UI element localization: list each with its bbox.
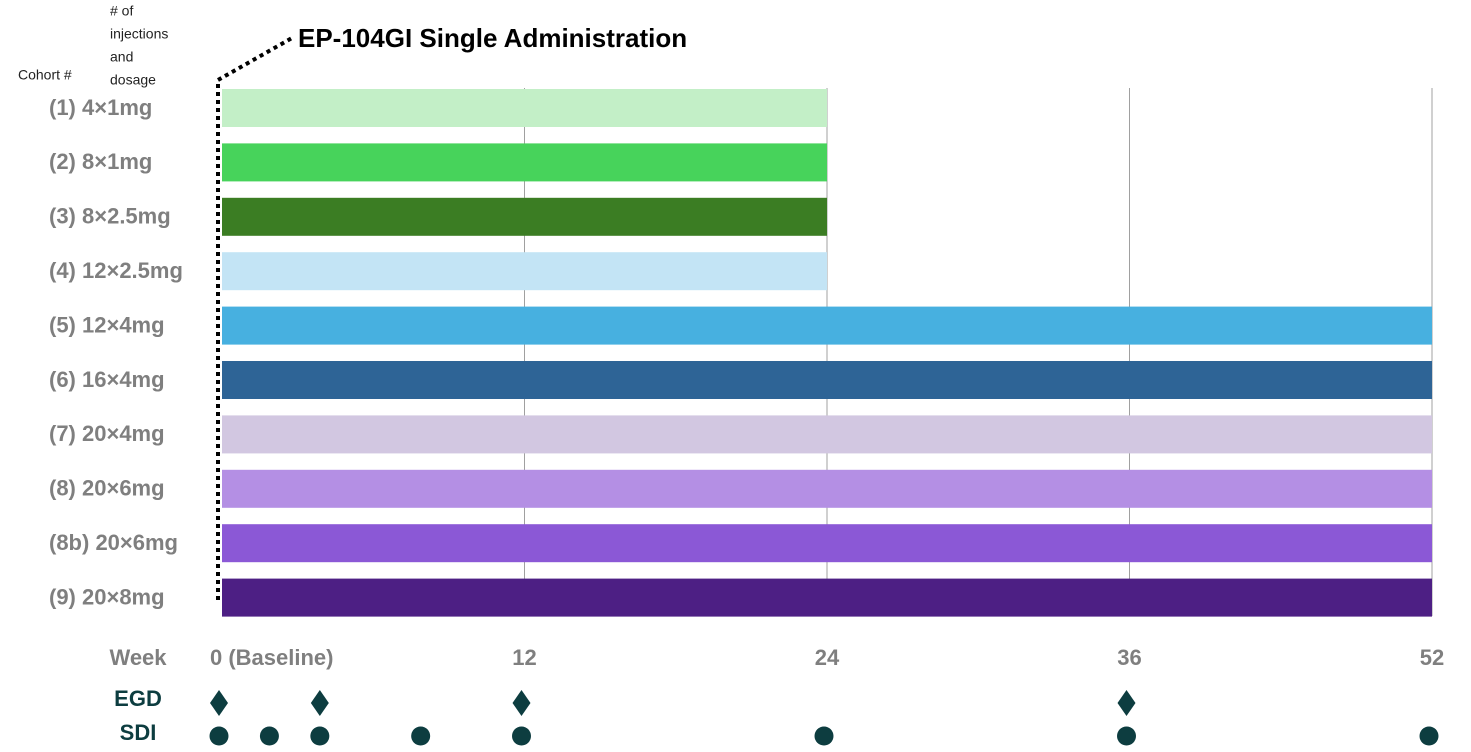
bar (222, 469, 1432, 508)
sdi-marker (814, 726, 834, 746)
bar (222, 578, 1432, 617)
x-axis-label: Week (109, 645, 167, 670)
dosage-header: # of (110, 3, 133, 19)
sdi-marker (209, 726, 229, 746)
x-tick-label: 36 (1117, 645, 1141, 670)
x-tick-label: 0 (Baseline) (210, 645, 334, 670)
y-header: Cohort # (18, 67, 72, 83)
y-tick-label: (4) 12×2.5mg (49, 258, 183, 283)
y-tick-label: (7) 20×4mg (49, 421, 165, 446)
egd-marker (310, 690, 329, 716)
chart-title: EP-104GI Single Administration (298, 23, 687, 53)
y-tick-label: (3) 8×2.5mg (49, 204, 171, 229)
bar (222, 306, 1432, 345)
y-tick-label: (8b) 20×6mg (49, 530, 178, 555)
x-tick-label: 52 (1420, 645, 1444, 670)
marker-label: SDI (120, 720, 157, 745)
sdi-marker (411, 726, 431, 746)
y-tick-label: (1) 4×1mg (49, 95, 152, 120)
y-tick-label: (8) 20×6mg (49, 476, 165, 501)
bar (222, 143, 827, 182)
bar (222, 89, 827, 127)
sdi-marker (259, 726, 279, 746)
dosage-header: injections (110, 26, 168, 42)
sdi-marker (1117, 726, 1136, 746)
y-tick-label: (6) 16×4mg (49, 367, 165, 392)
sdi-marker (1419, 726, 1439, 746)
bar (222, 197, 827, 236)
bar (222, 361, 1432, 399)
administration-marker (216, 36, 293, 600)
egd-marker (210, 690, 228, 716)
x-tick-label: 24 (815, 645, 840, 670)
egd-marker (1117, 690, 1136, 716)
bar (222, 524, 1432, 563)
dosage-header: dosage (110, 72, 156, 88)
y-tick-label: (2) 8×1mg (49, 149, 152, 174)
x-tick-label: 12 (512, 645, 536, 670)
dosage-header: and (110, 49, 133, 65)
bar (222, 415, 1432, 454)
bar (222, 252, 827, 291)
sdi-marker (512, 726, 531, 746)
sdi-marker (310, 726, 330, 746)
egd-marker (512, 690, 531, 716)
marker-label: EGD (114, 686, 162, 711)
y-tick-label: (5) 12×4mg (49, 312, 165, 337)
y-tick-label: (9) 20×8mg (49, 584, 165, 609)
